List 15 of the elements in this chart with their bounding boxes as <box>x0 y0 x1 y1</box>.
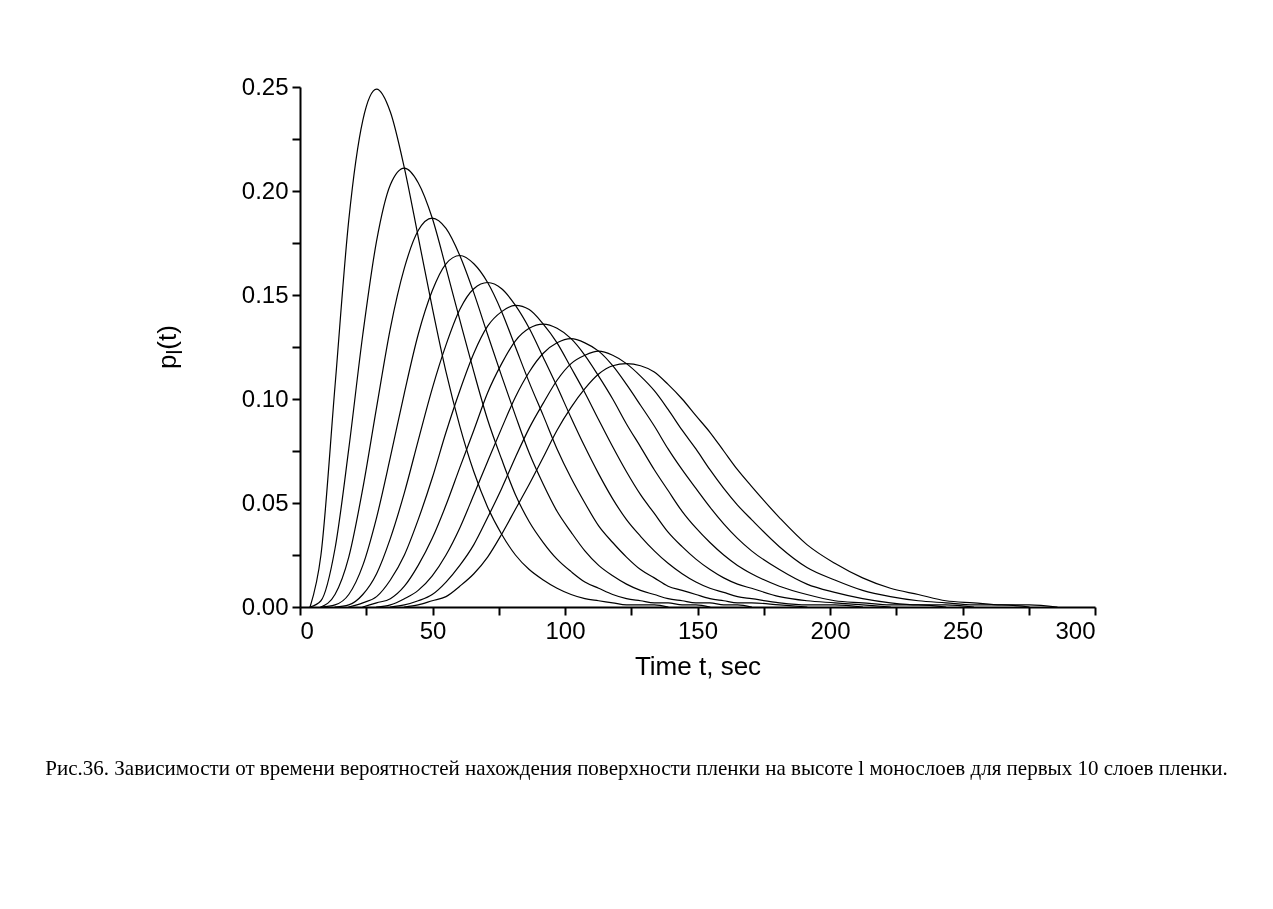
y-tick-label: 0.15 <box>241 280 289 308</box>
y-tick-label: 0.05 <box>241 488 289 516</box>
x-tick-label: 50 <box>419 616 447 644</box>
x-axis-title: Time t, sec <box>634 650 762 681</box>
y-tick-label: 0.00 <box>241 592 289 620</box>
y-tick-label: 0.25 <box>241 72 289 100</box>
x-tick-label: 300 <box>1055 616 1096 644</box>
y-tick-label: 0.20 <box>241 176 289 204</box>
x-tick-label: 250 <box>942 616 984 644</box>
x-tick-label: 200 <box>810 616 851 644</box>
text: Рис.36. Зависимости от времени вероятностей нахождения поверхности пленки на высоте l монослоев для первых 10 слоев пленки. <box>44 755 1229 782</box>
x-tick-label: 0 <box>300 616 314 644</box>
x-tick-label: 150 <box>677 616 719 644</box>
y-tick-label: 0.10 <box>241 384 289 412</box>
x-tick-label: 100 <box>545 616 586 644</box>
